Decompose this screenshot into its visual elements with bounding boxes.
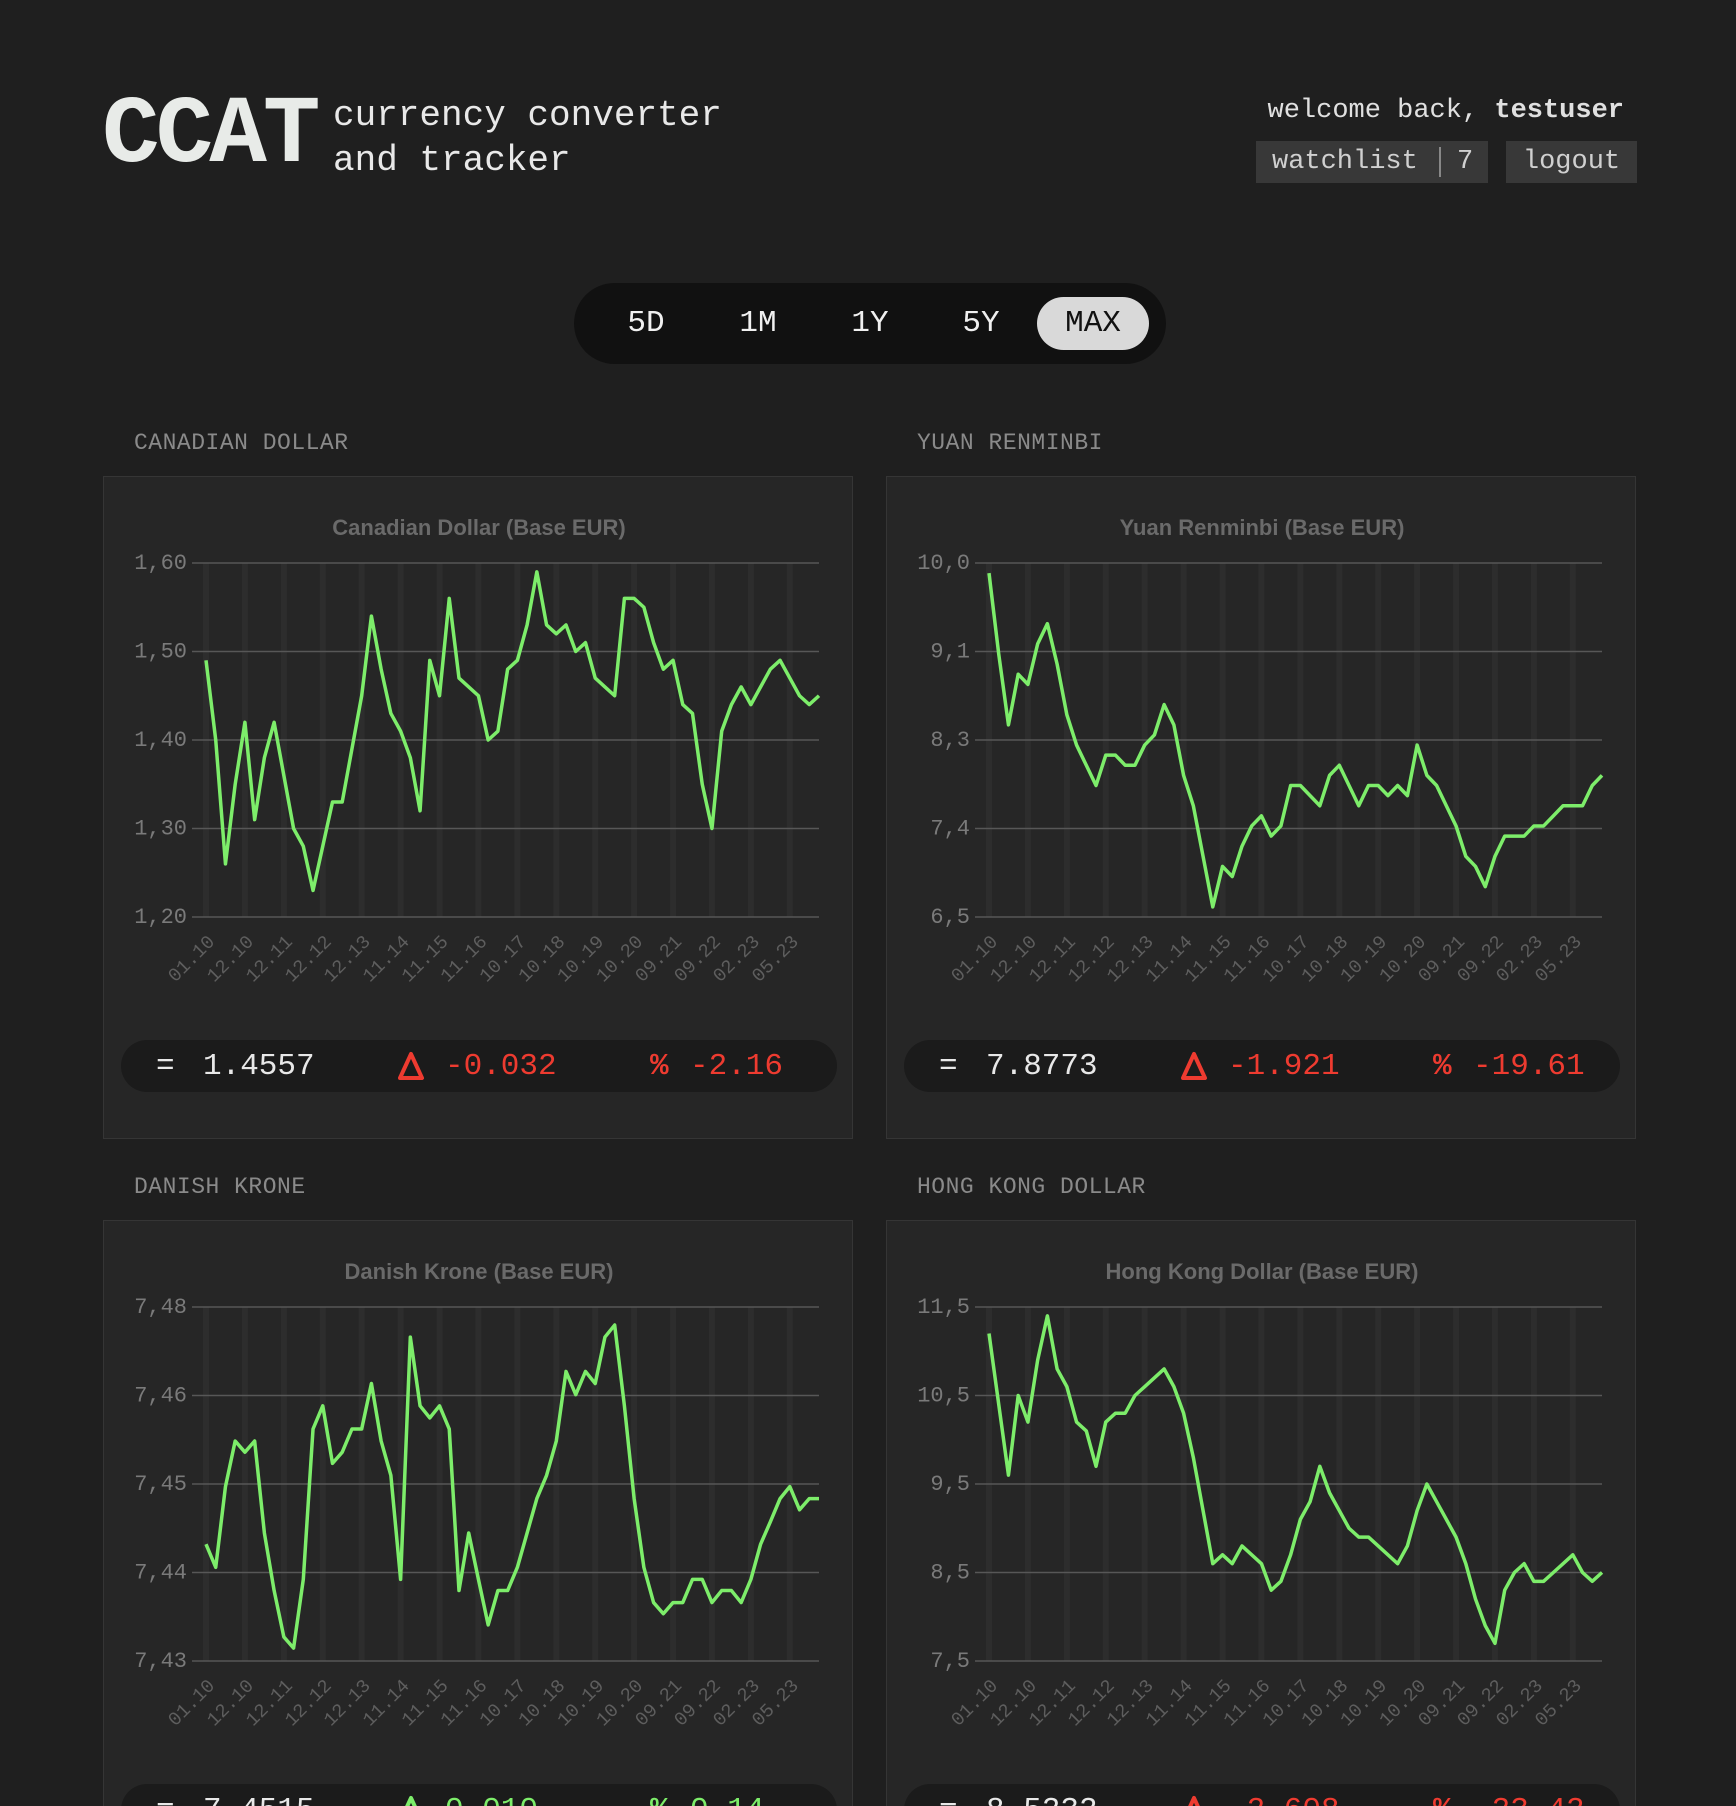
current-value: 7.8773 xyxy=(986,1049,1098,1084)
stats-bar xyxy=(121,1784,837,1806)
percent-symbol: % xyxy=(1433,1793,1452,1806)
welcome-text: welcome back, xyxy=(1267,96,1479,126)
y-tick-label: 9,1 xyxy=(930,639,970,664)
card: Hong Kong Dollar (Base EUR) 01.10 12.10 12.… xyxy=(886,1220,1636,1806)
y-tick-label: 6,5 xyxy=(930,905,970,930)
chart-title: Danish Krone (Base EUR) xyxy=(345,1259,614,1284)
percent-value: -23.42 xyxy=(1473,1793,1585,1806)
y-tick-label: 7,46 xyxy=(134,1383,187,1408)
card-label: YUAN RENMINBI xyxy=(917,430,1103,456)
chart: Hong Kong Dollar (Base EUR)01.1012.1012.… xyxy=(904,1259,1620,1806)
chart: Canadian Dollar (Base EUR)01.1012.1012.1… xyxy=(121,515,837,1092)
equal-symbol: = xyxy=(939,1049,958,1084)
stats-bar xyxy=(121,1040,837,1092)
equal-symbol: = xyxy=(156,1049,175,1084)
change-value: -1.921 xyxy=(1228,1049,1340,1084)
welcome: welcome back, testuser xyxy=(1268,96,1624,126)
y-tick-label: 8,5 xyxy=(930,1560,970,1585)
card-label: HONG KONG DOLLAR xyxy=(917,1174,1146,1200)
y-tick-label: 1,50 xyxy=(134,639,187,664)
period-button[interactable]: MAX xyxy=(1037,297,1149,350)
logout-button[interactable]: logout xyxy=(1506,141,1637,183)
change-value: -2.608 xyxy=(1228,1793,1340,1806)
y-tick-label: 7,44 xyxy=(134,1560,187,1585)
line-series xyxy=(204,570,821,893)
stats-bar xyxy=(904,1784,1620,1806)
y-tick-label: 1,40 xyxy=(134,728,187,753)
y-tick-label: 1,30 xyxy=(134,816,187,841)
y-tick-label: 11,5 xyxy=(917,1295,970,1320)
current-value: 1.4557 xyxy=(203,1049,315,1084)
current-value: 7.4515 xyxy=(203,1793,315,1806)
y-tick-label: 7,4 xyxy=(930,816,970,841)
watchlist-count: 7 xyxy=(1457,147,1474,177)
y-tick-label: 7,5 xyxy=(930,1649,970,1674)
y-tick-label: 1,60 xyxy=(134,551,187,576)
line-series xyxy=(204,1323,819,1650)
chart-title: Yuan Renminbi (Base EUR) xyxy=(1120,515,1405,540)
line-series xyxy=(987,1314,1604,1646)
delta-icon xyxy=(398,1052,424,1080)
percent-symbol: % xyxy=(650,1049,669,1084)
y-tick-label: 10,5 xyxy=(917,1383,970,1408)
percent-symbol: % xyxy=(1433,1049,1452,1084)
watchlist-label: watchlist xyxy=(1272,147,1418,177)
y-tick-label: 7,48 xyxy=(134,1295,187,1320)
watchlist-button[interactable]: watchlist 7 xyxy=(1256,141,1488,183)
percent-value: -2.16 xyxy=(690,1049,783,1084)
card-label: DANISH KRONE xyxy=(134,1174,306,1200)
chart: Danish Krone (Base EUR)01.1012.1012.1112… xyxy=(121,1259,837,1806)
y-tick-label: 8,3 xyxy=(930,728,970,753)
current-value: 8.5232 xyxy=(986,1793,1098,1806)
card: Canadian Dollar (Base EUR) 01.10 12.10 12.1… xyxy=(103,476,853,1139)
change-value: -0.032 xyxy=(445,1049,557,1084)
separator xyxy=(1439,147,1441,177)
period-button[interactable]: 1Y xyxy=(851,306,889,341)
period-selector: 5D 1M 1Y 5Y MAX xyxy=(574,283,1166,364)
y-tick-label: 7,43 xyxy=(134,1649,187,1674)
stats-bar xyxy=(904,1040,1620,1092)
y-tick-label: 10,0 xyxy=(917,551,970,576)
period-button[interactable]: 5Y xyxy=(962,306,1000,341)
period-button[interactable]: 5D xyxy=(627,306,665,341)
line-series xyxy=(987,572,1604,909)
percent-symbol: % xyxy=(650,1793,669,1806)
card-label: CANADIAN DOLLAR xyxy=(134,430,349,456)
equal-symbol: = xyxy=(156,1793,175,1806)
change-value: 0.010 xyxy=(445,1793,538,1806)
percent-value: -19.61 xyxy=(1473,1049,1585,1084)
logo: CCAT xyxy=(102,81,320,190)
tagline: and tracker xyxy=(333,140,571,181)
y-tick-label: 9,5 xyxy=(930,1472,970,1497)
tagline: currency converter xyxy=(333,95,722,136)
period-button[interactable]: 1M xyxy=(739,306,777,341)
chart-title: Hong Kong Dollar (Base EUR) xyxy=(1106,1259,1419,1284)
card: Danish Krone (Base EUR) 01.10 12.10 12.11 12… xyxy=(103,1220,853,1806)
equal-symbol: = xyxy=(939,1793,958,1806)
delta-icon xyxy=(1181,1052,1207,1080)
percent-value: 0.14 xyxy=(690,1793,764,1806)
chart: Yuan Renminbi (Base EUR)01.1012.1012.111… xyxy=(904,515,1620,1092)
chart-title: Canadian Dollar (Base EUR) xyxy=(332,515,625,540)
y-tick-label: 7,45 xyxy=(134,1472,187,1497)
card: Yuan Renminbi (Base EUR) 01.10 12.10 12.11 1… xyxy=(886,476,1636,1139)
y-tick-label: 1,20 xyxy=(134,905,187,930)
username: testuser xyxy=(1494,96,1624,126)
